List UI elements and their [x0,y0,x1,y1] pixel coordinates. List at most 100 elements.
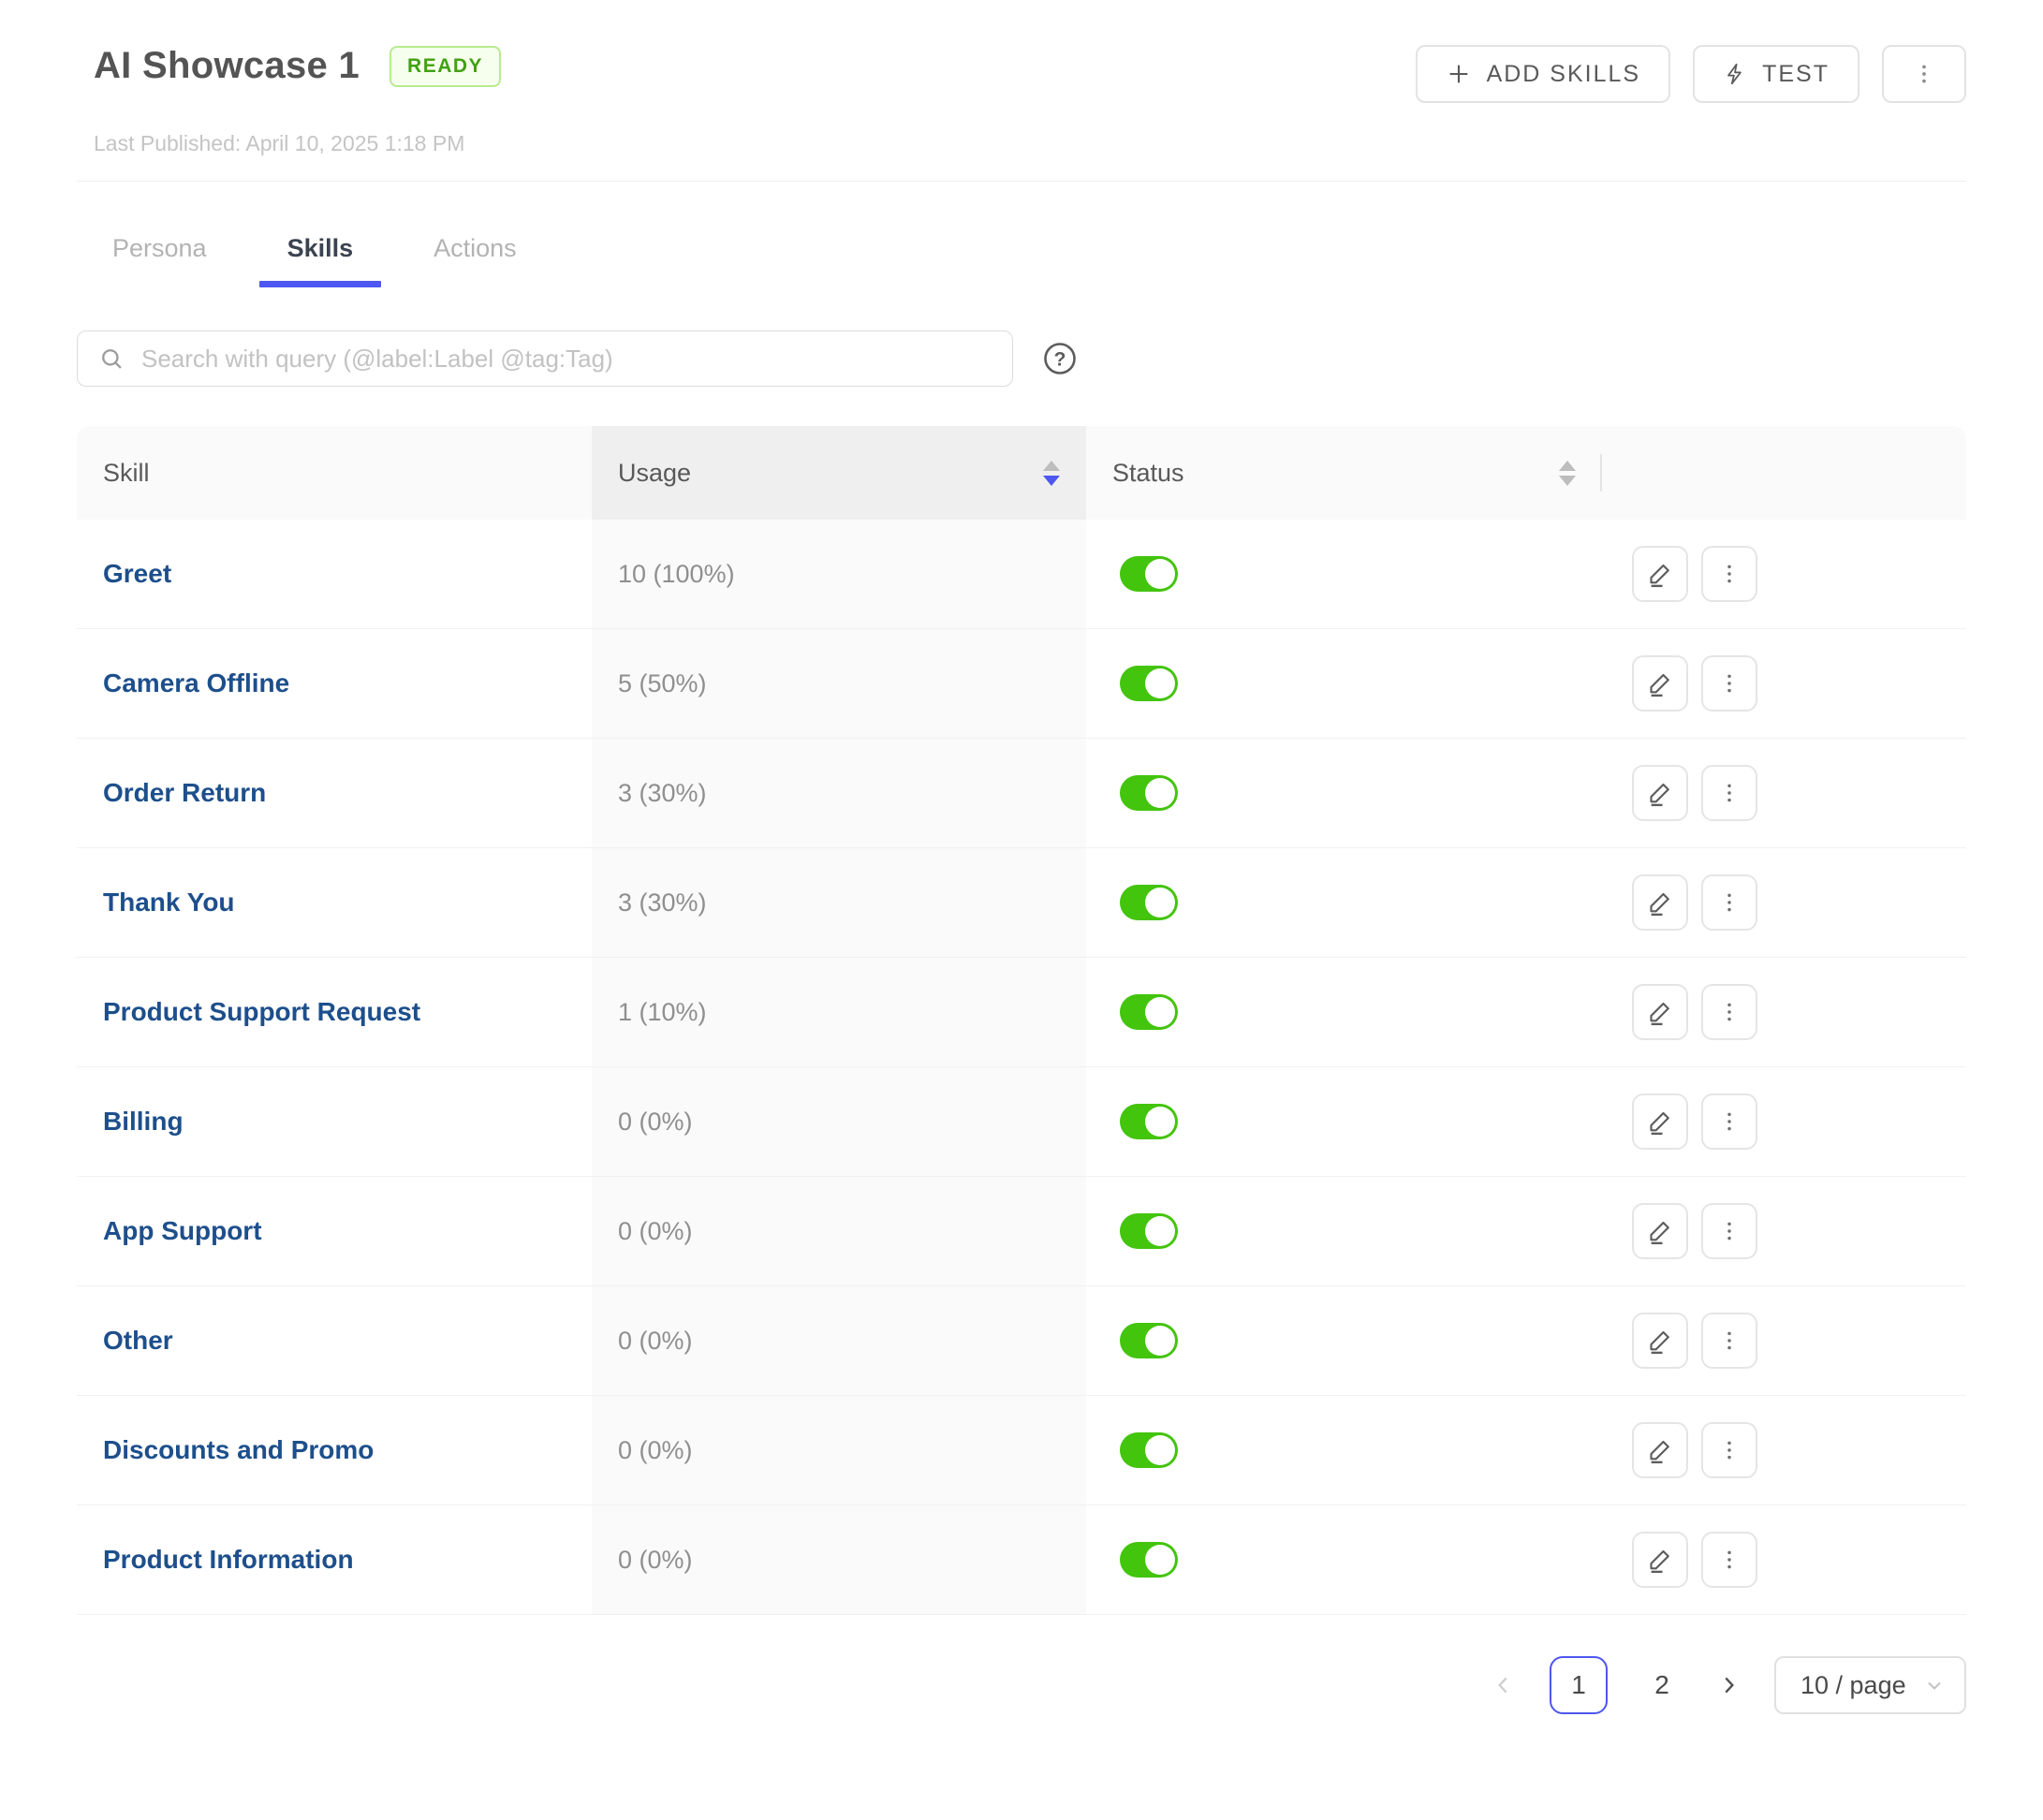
pencil-icon [1646,779,1674,807]
skill-menu-button[interactable] [1701,765,1757,821]
usage-value: 3 (30%) [592,848,1086,957]
skill-menu-button[interactable] [1701,1093,1757,1150]
chevron-right-icon [1716,1673,1741,1697]
edit-skill-button[interactable] [1632,1532,1688,1588]
usage-value: 10 (100%) [592,520,1086,628]
sort-usage-icon[interactable] [1043,460,1060,486]
skill-menu-button[interactable] [1701,1422,1757,1478]
usage-header-label: Usage [618,458,692,487]
skill-link[interactable]: App Support [103,1216,262,1245]
add-skills-label: ADD SKILLS [1486,60,1641,87]
status-header-label: Status [1112,458,1184,487]
skill-menu-button[interactable] [1701,546,1757,602]
skill-menu-button[interactable] [1701,1532,1757,1588]
page-size-select[interactable]: 10 / page [1774,1656,1966,1714]
search-row: ? [77,330,1966,387]
kebab-icon [1717,890,1742,915]
usage-value: 3 (30%) [592,739,1086,847]
edit-skill-button[interactable] [1632,1313,1688,1369]
skill-link[interactable]: Discounts and Promo [103,1435,375,1464]
status-toggle[interactable] [1120,885,1178,920]
pencil-icon [1646,888,1674,917]
skill-link[interactable]: Greet [103,559,172,588]
pencil-icon [1646,1217,1674,1245]
test-button[interactable]: TEST [1693,45,1859,103]
skill-menu-button[interactable] [1701,984,1757,1040]
sort-status-icon[interactable] [1559,460,1576,486]
column-header-usage[interactable]: Usage [592,426,1086,520]
usage-value: 0 (0%) [592,1067,1086,1176]
skill-link[interactable]: Order Return [103,778,267,807]
last-published-text: Last Published: April 10, 2025 1:18 PM [94,131,465,155]
kebab-icon [1912,62,1936,86]
status-toggle[interactable] [1120,556,1178,592]
header-divider [77,181,1966,182]
skills-table: Skill Usage Status Greet 10 (100%) [77,426,1966,1615]
search-icon [98,345,125,372]
tab-actions[interactable]: Actions [405,234,545,287]
table-row: Product Information 0 (0%) [77,1505,1966,1615]
page-size-label: 10 / page [1800,1670,1906,1699]
skill-link[interactable]: Thank You [103,888,235,917]
pencil-icon [1646,669,1674,697]
usage-value: 5 (50%) [592,629,1086,738]
column-header-status[interactable]: Status [1086,426,1602,520]
edit-skill-button[interactable] [1632,1203,1688,1259]
status-toggle[interactable] [1120,1104,1178,1139]
skills-page: AI Showcase 1 READY ADD SKILLS TEST [77,45,1966,1714]
skill-link[interactable]: Other [103,1326,173,1355]
edit-skill-button[interactable] [1632,874,1688,931]
status-toggle[interactable] [1120,1432,1178,1468]
kebab-icon [1717,1000,1742,1024]
edit-skill-button[interactable] [1632,765,1688,821]
status-toggle[interactable] [1120,1213,1178,1249]
edit-skill-button[interactable] [1632,655,1688,712]
table-row: Order Return 3 (30%) [77,739,1966,848]
kebab-icon [1717,1328,1742,1353]
kebab-icon [1717,1109,1742,1134]
status-toggle[interactable] [1120,775,1178,811]
search-box [77,330,1013,387]
table-row: Discounts and Promo 0 (0%) [77,1396,1966,1505]
status-toggle[interactable] [1120,666,1178,701]
help-icon[interactable]: ? [1041,340,1079,377]
kebab-icon [1717,1548,1742,1572]
skill-menu-button[interactable] [1701,1313,1757,1369]
edit-skill-button[interactable] [1632,1422,1688,1478]
page-button-1[interactable]: 1 [1550,1656,1608,1714]
kebab-icon [1717,781,1742,805]
search-input[interactable] [140,343,992,374]
kebab-icon [1717,1438,1742,1462]
kebab-icon [1717,671,1742,696]
column-header-skill: Skill [103,458,150,487]
status-toggle[interactable] [1120,1323,1178,1358]
skill-link[interactable]: Billing [103,1107,184,1136]
usage-value: 0 (0%) [592,1286,1086,1395]
tab-skills[interactable]: Skills [258,234,382,287]
tab-persona[interactable]: Persona [84,234,235,287]
page-button-2[interactable]: 2 [1641,1669,1683,1701]
pencil-icon [1646,1327,1674,1355]
pencil-icon [1646,560,1674,588]
status-toggle[interactable] [1120,1542,1178,1578]
table-row: Billing 0 (0%) [77,1067,1966,1177]
skill-menu-button[interactable] [1701,1203,1757,1259]
next-page-button[interactable] [1716,1673,1741,1697]
edit-skill-button[interactable] [1632,546,1688,602]
edit-skill-button[interactable] [1632,984,1688,1040]
skill-link[interactable]: Product Support Request [103,997,421,1026]
table-header: Skill Usage Status [77,426,1966,520]
edit-skill-button[interactable] [1632,1093,1688,1150]
table-row: Product Support Request 1 (10%) [77,958,1966,1067]
status-toggle[interactable] [1120,994,1178,1030]
more-options-button[interactable] [1882,45,1966,103]
add-skills-button[interactable]: ADD SKILLS [1415,45,1671,103]
skill-link[interactable]: Product Information [103,1545,354,1574]
skill-menu-button[interactable] [1701,874,1757,931]
skill-menu-button[interactable] [1701,655,1757,712]
skill-link[interactable]: Camera Offline [103,668,290,697]
status-badge: READY [389,45,502,87]
prev-page-button[interactable] [1492,1673,1516,1697]
test-label: TEST [1762,60,1830,87]
lightning-icon [1723,62,1747,86]
